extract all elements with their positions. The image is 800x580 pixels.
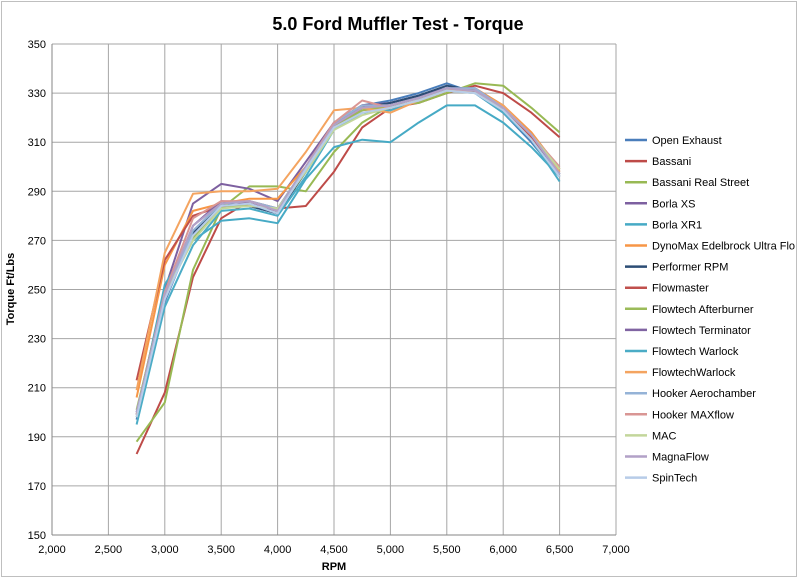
legend-label: Flowmaster	[652, 283, 709, 295]
legend-label: SpinTech	[652, 473, 697, 485]
x-tick-label: 2,500	[95, 544, 123, 556]
legend-item: MAC	[625, 430, 677, 442]
legend-item: Flowtech Terminator	[625, 325, 751, 337]
legend: Open Exhaust Bassani Bassani Real Street Bo…	[625, 135, 795, 485]
legend-item: Bassani	[625, 156, 691, 168]
chart-title: 5.0 Ford Muffler Test - Torque	[272, 14, 523, 34]
x-tick-label: 4,000	[264, 544, 292, 556]
legend-item: MagnaFlow	[625, 452, 709, 464]
y-tick-label: 290	[28, 186, 46, 198]
series-line	[135, 84, 561, 415]
series-line	[135, 82, 561, 443]
axes: 150 170 190 210 230 250 270 290 310 330 350 2,000 2,…	[28, 39, 630, 556]
x-tick-label: 2,000	[38, 544, 66, 556]
legend-item: Flowmaster	[625, 283, 709, 295]
legend-item: Flowtech Afterburner	[625, 304, 754, 316]
legend-label: Bassani Real Street	[652, 177, 749, 189]
x-tick-label: 4,500	[320, 544, 348, 556]
legend-item: Performer RPM	[625, 262, 728, 274]
y-tick-label: 150	[28, 530, 46, 542]
y-tick-label: 270	[28, 235, 46, 247]
legend-item: SpinTech	[625, 473, 697, 485]
legend-item: DynoMax Edelbrock Ultra Flo	[625, 241, 795, 253]
series-line	[135, 89, 561, 425]
legend-label: MagnaFlow	[652, 452, 709, 464]
legend-item: Borla XS	[625, 198, 695, 210]
legend-label: Flowtech Warlock	[652, 346, 739, 358]
legend-item: FlowtechWarlock	[625, 367, 736, 379]
legend-label: Open Exhaust	[652, 135, 722, 147]
legend-item: Bassani Real Street	[625, 177, 749, 189]
series-line	[135, 87, 561, 413]
legend-item: Borla XR1	[625, 219, 702, 231]
y-tick-label: 210	[28, 383, 46, 395]
x-tick-label: 6,500	[546, 544, 574, 556]
legend-label: DynoMax Edelbrock Ultra Flo	[652, 241, 795, 253]
legend-label: Flowtech Afterburner	[652, 304, 754, 316]
legend-label: Borla XS	[652, 198, 695, 210]
x-tick-label: 6,000	[489, 544, 517, 556]
legend-label: Borla XR1	[652, 219, 702, 231]
legend-label: Hooker Aerochamber	[652, 388, 756, 400]
y-tick-label: 170	[28, 481, 46, 493]
x-tick-label: 3,500	[207, 544, 235, 556]
legend-label: Performer RPM	[652, 262, 728, 274]
series-line	[135, 87, 561, 413]
legend-label: MAC	[652, 430, 677, 442]
y-tick-label: 330	[28, 88, 46, 100]
x-tick-label: 5,500	[433, 544, 461, 556]
series-line	[135, 89, 561, 418]
x-tick-label: 3,000	[151, 544, 179, 556]
legend-label: Hooker MAXflow	[652, 409, 734, 421]
y-axis-label: Torque Ft/Lbs	[5, 253, 17, 326]
y-tick-label: 230	[28, 334, 46, 346]
x-tick-label: 5,000	[377, 544, 405, 556]
series-line	[135, 104, 561, 418]
legend-label: FlowtechWarlock	[652, 367, 736, 379]
series-line	[135, 82, 561, 420]
y-tick-label: 350	[28, 39, 46, 51]
legend-item: Flowtech Warlock	[625, 346, 739, 358]
grid	[51, 43, 617, 536]
legend-label: Flowtech Terminator	[652, 325, 751, 337]
legend-item: Hooker MAXflow	[625, 409, 734, 421]
x-axis-label: RPM	[322, 561, 346, 573]
series-line	[135, 84, 561, 455]
legend-item: Hooker Aerochamber	[625, 388, 756, 400]
series-lines	[135, 82, 561, 455]
series-line	[135, 89, 561, 418]
y-tick-label: 310	[28, 137, 46, 149]
legend-item: Open Exhaust	[625, 135, 722, 147]
x-tick-label: 7,000	[602, 544, 630, 556]
y-tick-label: 250	[28, 285, 46, 297]
legend-label: Bassani	[652, 156, 691, 168]
series-line	[135, 87, 561, 398]
y-tick-label: 190	[28, 432, 46, 444]
